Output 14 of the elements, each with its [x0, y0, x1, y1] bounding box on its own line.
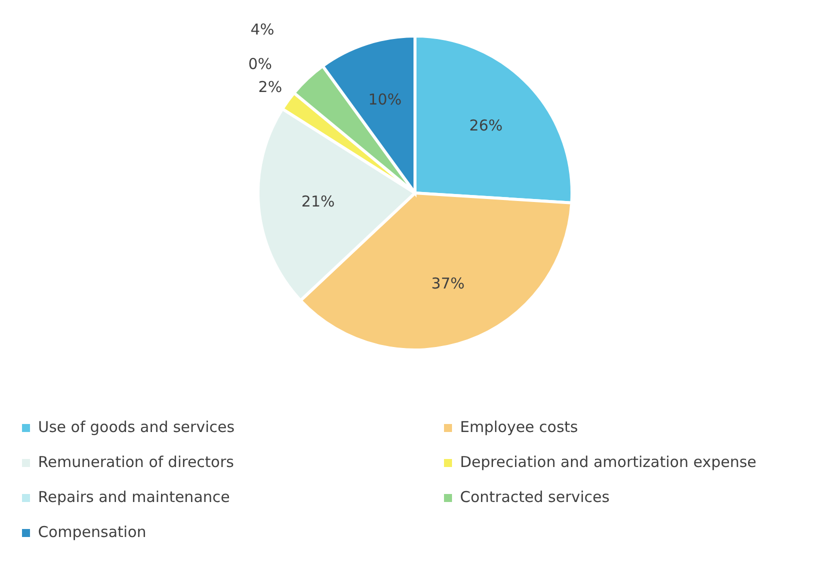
data-label: 37%	[431, 274, 465, 293]
data-label: 4%	[250, 20, 274, 39]
legend-label: Repairs and maintenance	[38, 488, 230, 506]
data-label: 2%	[258, 78, 282, 96]
legend-label: Depreciation and amortization expense	[460, 453, 756, 472]
legend-label: Compensation	[38, 523, 146, 542]
legend-label: Contracted services	[460, 488, 610, 506]
data-label: 21%	[301, 192, 335, 210]
text: 0%	[248, 54, 272, 73]
data-label: 10%	[368, 90, 402, 109]
data-label: 26%	[469, 116, 503, 134]
legend-label: Employee costs	[460, 418, 578, 436]
legend-label: Remuneration of directors	[38, 453, 234, 472]
legend-label: Use of goods and services	[38, 418, 235, 436]
